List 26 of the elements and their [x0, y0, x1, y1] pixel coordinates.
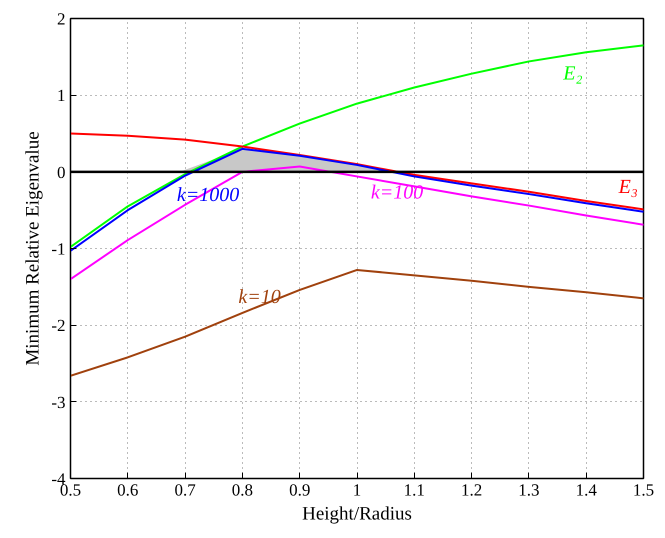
line-series	[70, 148, 644, 252]
y-tick-label: -2	[51, 316, 66, 336]
x-tick-label: 1.4	[576, 480, 598, 500]
x-tick-label: 1.3	[518, 480, 540, 500]
y-tick-label: -3	[51, 392, 66, 412]
x-tick-label: 1.5	[632, 480, 654, 500]
x-axis-title: Height/Radius	[302, 504, 412, 524]
x-tick-label: 0.7	[174, 480, 196, 500]
series-label: k=100	[370, 182, 424, 204]
y-tick-label: 0	[57, 162, 66, 182]
line-series	[70, 268, 644, 377]
x-tick-label: 1	[352, 480, 362, 500]
y-axis-title: Minimum Relative Eigenvalue	[22, 131, 44, 366]
series-label: E₂	[562, 62, 582, 85]
series-label: E₃	[618, 176, 638, 198]
y-tick-label: 1	[57, 86, 66, 106]
line-series	[70, 132, 644, 210]
x-tick-label: 0.8	[232, 480, 254, 500]
x-tick-label: 0.9	[289, 480, 310, 500]
line-series	[70, 165, 644, 280]
line-series	[70, 44, 644, 248]
x-tick-label: 1.2	[460, 480, 482, 500]
y-tick-label: -1	[51, 240, 66, 258]
x-tick-label: 0.6	[117, 480, 138, 500]
y-tick-label: 2	[57, 10, 66, 28]
x-tick-label: 1.1	[404, 480, 425, 500]
